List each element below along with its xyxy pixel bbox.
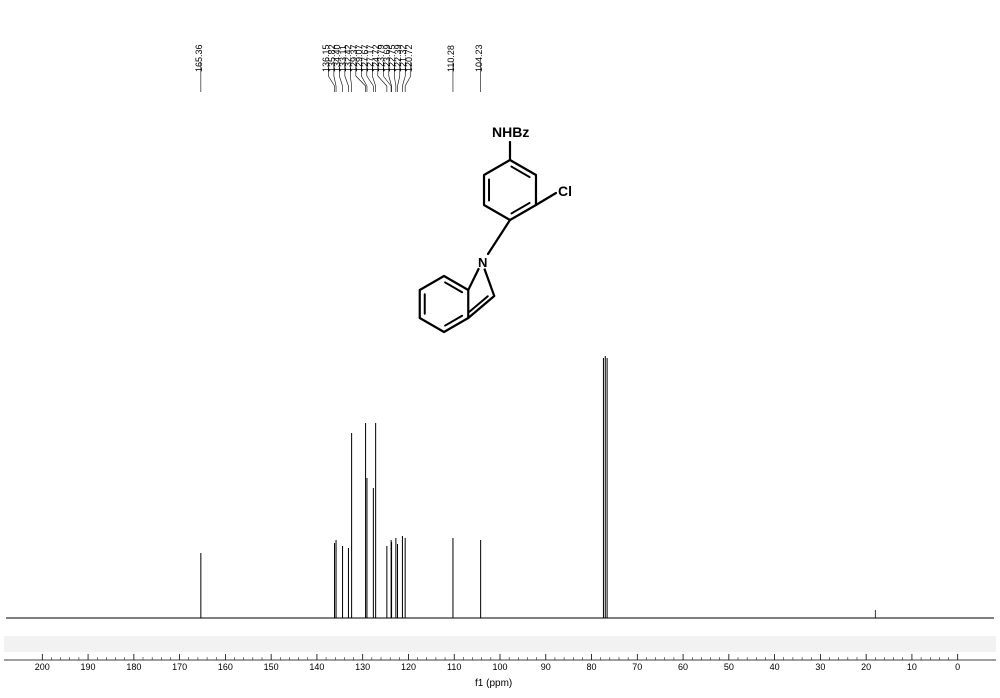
nmr-spectrum-figure: { "figure": { "type": "nmr-spectrum", "w…	[0, 0, 1000, 698]
peak-label: 110.28	[446, 45, 456, 72]
axis-tick-label: 150	[259, 662, 283, 672]
axis-tick-label: 90	[534, 662, 558, 672]
spectrum-svg: N	[0, 0, 1000, 698]
peak-label: 165.36	[194, 44, 204, 72]
axis-tick-label: 100	[488, 662, 512, 672]
axis-tick-label: 0	[946, 662, 970, 672]
axis-tick-label: 110	[442, 662, 466, 672]
axis-tick-label: 80	[580, 662, 604, 672]
axis-tick-label: 200	[30, 662, 54, 672]
structure-cl-label: Cl	[558, 183, 572, 199]
axis-tick-label: 140	[305, 662, 329, 672]
axis-tick-label: 40	[763, 662, 787, 672]
axis-title: f1 (ppm)	[475, 678, 512, 689]
axis-tick-label: 50	[717, 662, 741, 672]
axis-tick-label: 120	[396, 662, 420, 672]
peak-label: 104.23	[474, 44, 484, 72]
axis-tick-label: 190	[76, 662, 100, 672]
axis-tick-label: 170	[168, 662, 192, 672]
axis-tick-label: 130	[351, 662, 375, 672]
axis-tick-label: 20	[854, 662, 878, 672]
svg-text:N: N	[478, 255, 487, 270]
axis-tick-label: 70	[625, 662, 649, 672]
structure-nhbz-label: NHBz	[492, 124, 529, 140]
axis-tick-label: 10	[900, 662, 924, 672]
axis-tick-label: 180	[122, 662, 146, 672]
axis-tick-label: 30	[808, 662, 832, 672]
peak-label: 120.72	[404, 44, 414, 72]
axis-tick-label: 160	[213, 662, 237, 672]
axis-tick-label: 60	[671, 662, 695, 672]
